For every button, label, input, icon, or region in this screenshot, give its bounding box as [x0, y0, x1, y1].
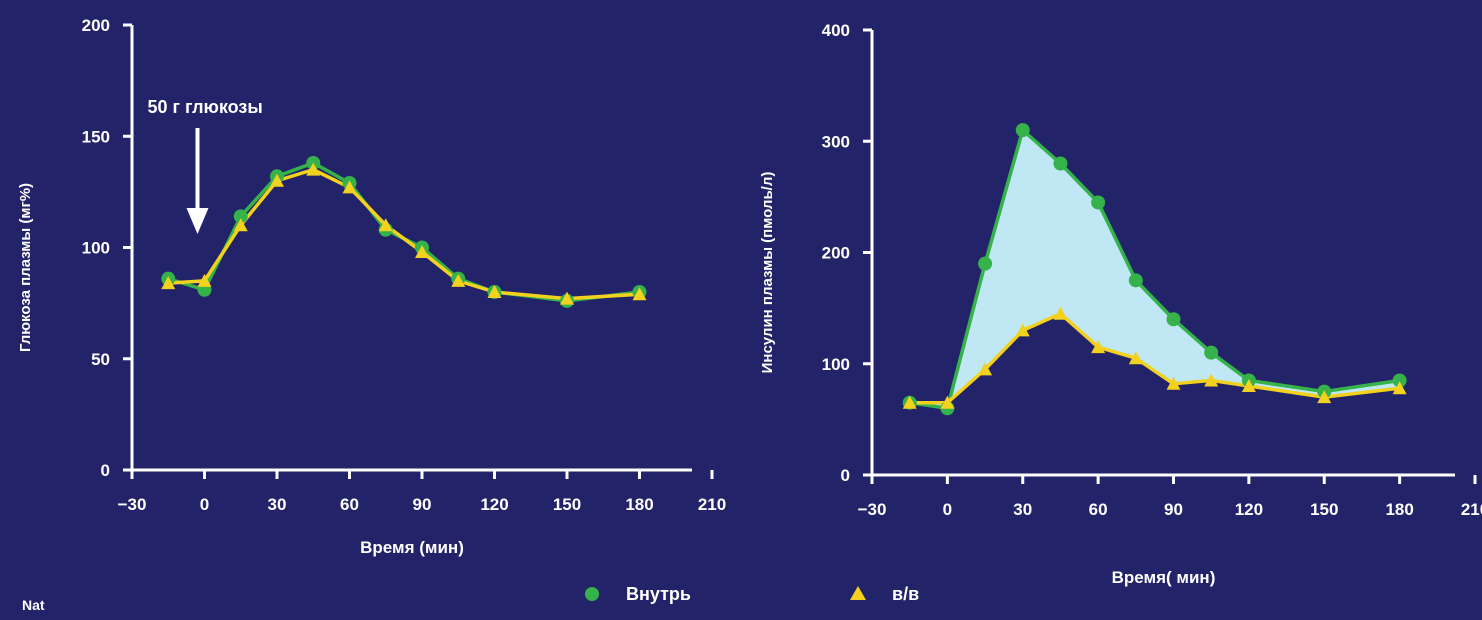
iv-point — [378, 218, 393, 232]
iv-point — [902, 395, 917, 409]
x-tick-label: 120 — [480, 495, 508, 514]
series-line-oral — [909, 128, 1400, 410]
iv-point — [1091, 340, 1106, 354]
y-tick-label: 0 — [101, 461, 110, 480]
oral-point — [1392, 373, 1407, 388]
y-tick-label: 200 — [822, 244, 850, 263]
y-tick-label: 100 — [82, 239, 110, 258]
iv-point — [197, 273, 212, 287]
legend-label-oral: Внутрь — [626, 584, 691, 604]
y-tick-label: 150 — [82, 127, 110, 146]
x-tick-label: 90 — [413, 495, 432, 514]
iv-point — [1241, 379, 1256, 392]
iv-point — [161, 276, 176, 290]
annotation-arrow-head — [186, 208, 209, 234]
oral-point — [1204, 345, 1219, 360]
oral-point — [1053, 156, 1068, 171]
x-tick-label: 120 — [1235, 500, 1263, 519]
y-axis-label: Инсулин плазмы (пмоль/л) — [759, 172, 776, 374]
x-tick-label: 180 — [1385, 500, 1413, 519]
glucose-chart: −30 0 30 60 90 120 150 180 210 0 50 100 150 200 Время … — [17, 16, 726, 557]
iv-point — [415, 244, 429, 258]
x-tick-label: 90 — [1164, 500, 1183, 519]
oral-point — [978, 256, 993, 271]
x-tick-label: 150 — [1310, 500, 1338, 519]
iv-point — [978, 362, 993, 376]
legend: Внутрь в/в — [585, 584, 919, 604]
series-line-iv — [168, 167, 640, 301]
insulin-chart: −30 0 30 60 90 120 150 180 210 0 100 200 300 400 Время… — [759, 21, 1482, 587]
iv-point — [451, 273, 466, 287]
y-tick-label: 200 — [82, 16, 110, 35]
iv-point — [560, 291, 574, 305]
iv-point — [940, 395, 955, 409]
oral-point — [1128, 273, 1143, 288]
iv-point — [1204, 373, 1219, 387]
x-tick-label: 30 — [268, 495, 287, 514]
iv-point — [1015, 323, 1030, 337]
x-tick-label: 210 — [1461, 500, 1482, 519]
iv-point — [306, 162, 321, 176]
oral-point — [1091, 195, 1106, 210]
shaded-difference-area — [909, 130, 1400, 409]
x-tick-label: 180 — [625, 495, 653, 514]
oral-point — [1166, 312, 1181, 327]
iv-point — [342, 180, 357, 194]
x-tick-label: −30 — [118, 495, 147, 514]
iv-point — [1317, 390, 1332, 404]
oral-point — [1015, 123, 1030, 138]
iv-point — [487, 285, 502, 298]
x-tick-label: 60 — [340, 495, 359, 514]
iv-point — [1128, 351, 1143, 365]
iv-point — [632, 287, 647, 301]
iv-point — [1392, 381, 1407, 395]
legend-marker-oral — [585, 587, 599, 601]
iv-point — [1166, 376, 1181, 390]
x-axis-label: Время (мин) — [360, 538, 464, 557]
series-line-oral — [167, 161, 640, 303]
y-tick-label: 300 — [822, 132, 850, 151]
x-axis-label: Время( мин) — [1112, 568, 1216, 587]
x-tick-label: −30 — [858, 500, 887, 519]
x-tick-label: 0 — [200, 495, 209, 514]
x-tick-label: 30 — [1013, 500, 1032, 519]
annotation-text: 50 г глюкозы — [148, 97, 263, 117]
iv-point — [233, 218, 248, 232]
footnote-text: Nat — [22, 597, 45, 613]
y-tick-label: 100 — [822, 355, 850, 374]
x-tick-label: 60 — [1089, 500, 1108, 519]
oral-point — [233, 209, 248, 224]
x-tick-label: 0 — [943, 500, 952, 519]
legend-label-iv: в/в — [892, 584, 919, 604]
y-tick-label: 400 — [822, 21, 850, 40]
y-axis-label: Глюкоза плазмы (мг%) — [17, 183, 34, 352]
y-tick-label: 0 — [841, 466, 850, 485]
y-tick-label: 50 — [91, 350, 110, 369]
iv-point — [1053, 306, 1068, 320]
iv-point — [270, 173, 284, 187]
x-tick-label: 150 — [553, 495, 581, 514]
legend-marker-iv — [850, 586, 866, 600]
x-tick-label: 210 — [698, 495, 726, 514]
